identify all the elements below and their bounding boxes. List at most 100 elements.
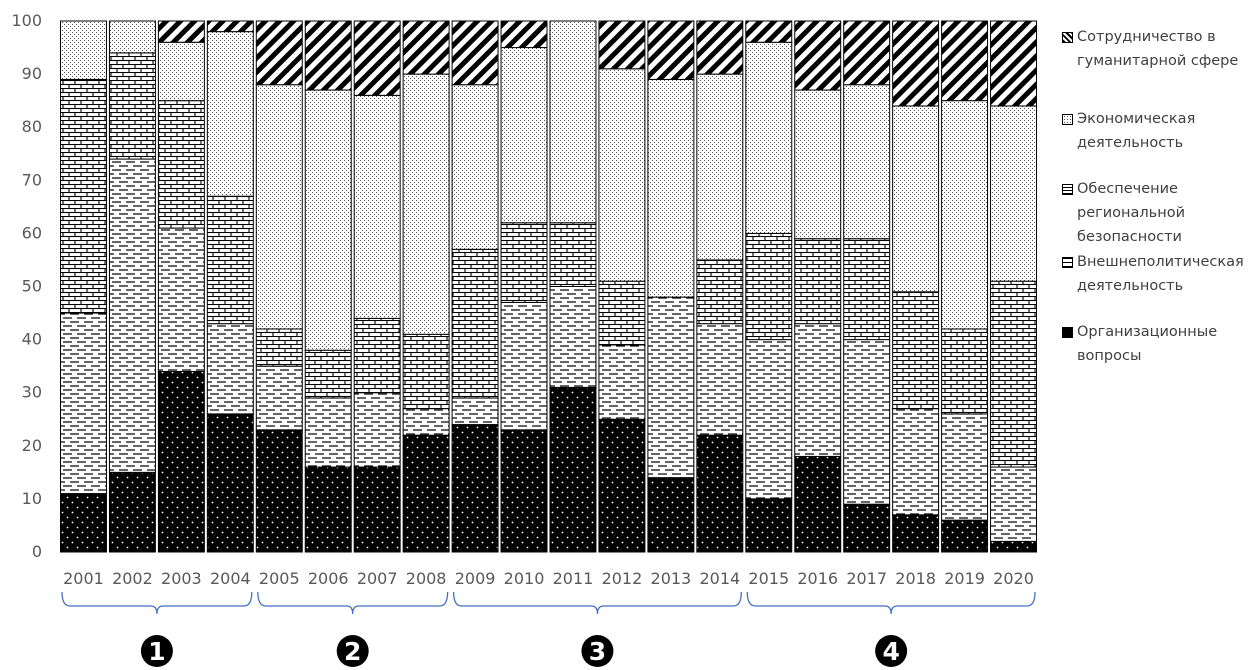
x-tick-label: 2015	[748, 569, 789, 588]
bar-segment	[892, 408, 940, 516]
x-tick-label: 2016	[797, 569, 838, 588]
y-tick-label: 100	[11, 11, 42, 30]
bar-segment	[451, 248, 499, 399]
bar-segment	[500, 47, 548, 224]
bar-segment	[157, 20, 205, 43]
y-axis: 0 10 20 30 40 50 60 70 80 90 100	[11, 11, 42, 561]
bar-segment	[500, 301, 548, 431]
bar-segment	[745, 498, 793, 553]
bar-segment	[598, 418, 646, 553]
bar-segment	[402, 73, 450, 335]
bar-segment	[990, 466, 1037, 542]
bar-segment	[892, 291, 940, 410]
bar-segment	[60, 78, 107, 314]
x-tick-label: 2010	[504, 569, 545, 588]
bar-segment	[157, 41, 205, 102]
bar-segment	[549, 386, 597, 553]
x-tick-label: 2002	[112, 569, 153, 588]
bar-segment	[794, 455, 842, 553]
period-circle	[875, 635, 908, 667]
period-bracket	[452, 591, 742, 615]
bar-segment	[696, 434, 744, 553]
bar-segment	[255, 328, 303, 367]
bar-segment	[647, 296, 695, 479]
bar-segment	[353, 20, 401, 96]
bar-segment	[451, 20, 499, 86]
bar-segment	[843, 339, 891, 505]
bar-segment	[892, 20, 940, 107]
bar-segment	[157, 370, 205, 553]
bar-segment	[843, 84, 891, 240]
legend-swatch-dots	[1062, 114, 1073, 125]
bar-segment	[990, 280, 1037, 468]
period-number: 4	[882, 637, 899, 666]
bar-segment	[843, 503, 891, 553]
bar-segment	[941, 100, 989, 330]
x-tick-label: 2006	[308, 569, 349, 588]
bar-segment	[745, 20, 793, 43]
bar-segment	[598, 20, 646, 70]
bar-segment	[451, 397, 499, 426]
bar-segment	[108, 52, 156, 160]
bar-segment	[304, 20, 352, 91]
bar-segment	[206, 195, 254, 325]
bar-segment	[206, 20, 254, 33]
x-tick-label: 2019	[944, 569, 985, 588]
bar-segment	[402, 408, 450, 436]
bar-segment	[255, 84, 303, 330]
legend-item-foreign-policy: Внешнеполитическая деятельность	[1062, 253, 1244, 298]
y-tick-label: 90	[22, 64, 42, 83]
y-tick-label: 0	[32, 542, 42, 561]
bar-segment	[304, 466, 352, 553]
legend-label: Обеспечение региональной безопасности	[1077, 181, 1185, 245]
bar-segment	[941, 328, 989, 415]
bar-segment	[647, 477, 695, 553]
bar-segment	[108, 20, 156, 54]
bar-segment	[990, 20, 1037, 107]
period-circle	[140, 635, 173, 667]
x-tick-label: 2001	[63, 569, 104, 588]
bar-segment	[892, 514, 940, 553]
bar-segment	[843, 20, 891, 86]
bar-segment	[990, 540, 1037, 553]
bar-segment	[941, 519, 989, 553]
bar-segment	[647, 20, 695, 80]
bar-segment	[549, 20, 597, 224]
x-tick-label: 2008	[406, 569, 447, 588]
bar-segment	[304, 397, 352, 468]
legend-swatch-dashes	[1062, 257, 1073, 268]
legend-label: Экономическая деятельность	[1077, 111, 1196, 151]
legend-label: Организационные вопросы	[1077, 324, 1218, 364]
bar-segment	[696, 73, 744, 261]
bar-segment	[745, 41, 793, 234]
period-circle	[581, 635, 614, 667]
bar-segment	[990, 105, 1037, 282]
legend-label: Сотрудничество в гуманитарной сфере	[1077, 29, 1239, 69]
bar-segment	[108, 158, 156, 473]
bar-segment	[794, 20, 842, 91]
bar-segment	[843, 238, 891, 341]
bar-segment	[745, 232, 793, 341]
y-tick-label: 40	[22, 330, 42, 349]
y-tick-label: 30	[22, 383, 42, 402]
period-bracket	[257, 591, 449, 615]
legend-label: Внешнеполитическая деятельность	[1077, 254, 1244, 294]
bar-segment	[255, 429, 303, 553]
period-brackets: 1 2 3 4	[61, 591, 1036, 667]
legend-item-security: Обеспечение региональной безопасности	[1062, 180, 1185, 249]
bar-segment	[451, 424, 499, 553]
x-tick-label: 2017	[846, 569, 887, 588]
y-tick-label: 70	[22, 170, 42, 189]
bar-segment	[60, 312, 107, 495]
x-tick-label: 2018	[895, 569, 936, 588]
bar-segment	[598, 280, 646, 346]
bar-segment	[255, 20, 303, 86]
bar-segment	[549, 222, 597, 287]
bar-segment	[402, 333, 450, 410]
bar-segment	[647, 78, 695, 298]
bar-segment	[60, 493, 107, 553]
period-bracket	[61, 591, 253, 615]
bar-segment	[794, 323, 842, 457]
x-tick-label: 2014	[699, 569, 740, 588]
